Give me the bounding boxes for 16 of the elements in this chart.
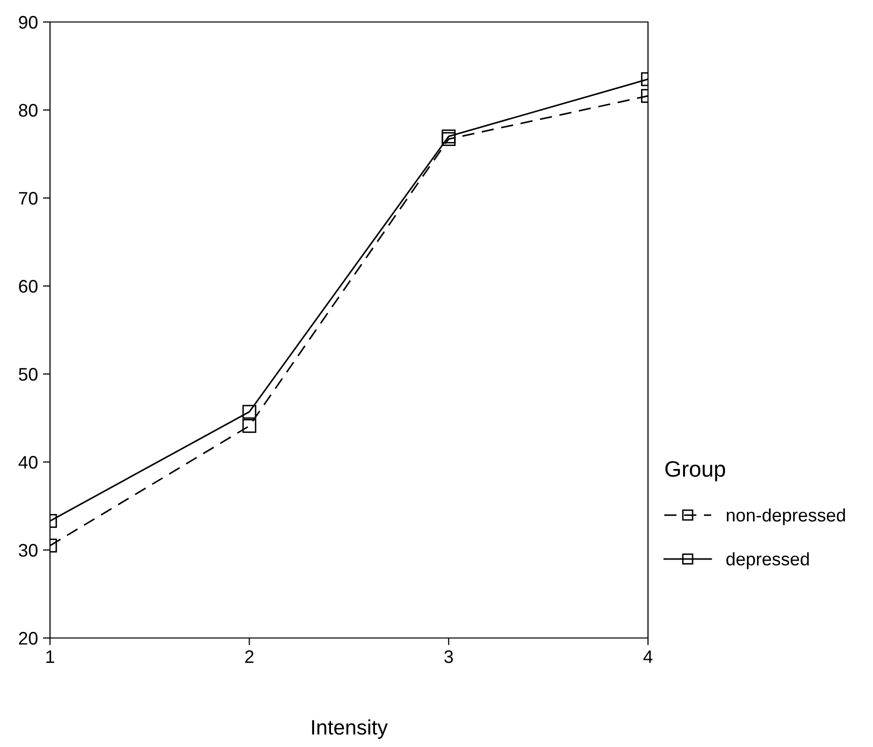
y-tick-label: 90 [18, 16, 38, 29]
y-tick-label: 20 [19, 632, 38, 645]
x-tick-label: 3 [444, 650, 453, 664]
x-tick-label: 2 [245, 650, 254, 663]
x-tick-label: 1 [46, 650, 54, 663]
legend-label: non-depressed [726, 508, 845, 526]
y-tick-label: 50 [18, 368, 38, 381]
y-tick-label: 80 [18, 104, 38, 117]
x-axis-title: Intensity [312, 719, 388, 739]
y-tick-label: 30 [18, 544, 38, 557]
x-tick-label: 4 [643, 650, 652, 663]
legend-label: depressed [726, 552, 809, 570]
y-tick-label: 60 [19, 280, 38, 293]
y-tick-label: 40 [18, 456, 38, 469]
y-tick-label: 70 [19, 192, 38, 205]
legend-title: Group [665, 461, 726, 482]
